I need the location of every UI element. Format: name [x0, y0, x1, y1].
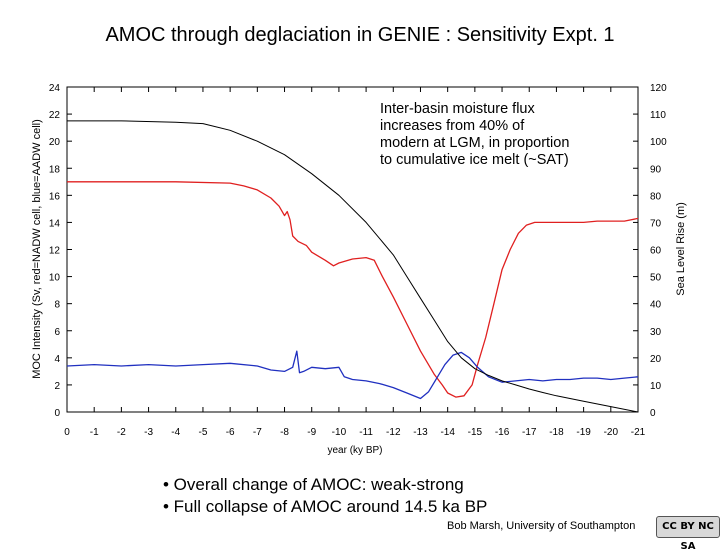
bullet-item: • Overall change of AMOC: weak-strong: [163, 475, 464, 494]
y-tick-label: 2: [54, 381, 60, 392]
y2-tick-label: 20: [650, 354, 662, 365]
amoc-chart: 0 -1 -2 -3 -4 -5 -6 -7 -8 -9 -10 -11 -12 -13 -14 -15 -16…: [31, 83, 687, 456]
bullet-list: • Overall change of AMOC: weak-strong • …: [163, 474, 487, 518]
cc-license-badge: CC BY NC SA: [656, 516, 720, 552]
y-tick-label: 10: [49, 273, 61, 284]
chart-title: AMOC through deglaciation in GENIE : Sen…: [105, 24, 615, 46]
y-tick-label: 24: [49, 83, 61, 94]
x-tick-label: -5: [198, 427, 207, 438]
x-tick-label: -18: [549, 427, 564, 438]
x-tick-label: -20: [604, 427, 619, 438]
annotation-text: Inter-basin moisture flux increases from…: [380, 101, 630, 169]
y-tick-label: 4: [54, 354, 60, 365]
y2-tick-label: 110: [650, 110, 666, 121]
x-tick-label: -17: [522, 427, 537, 438]
x-tick-label: -9: [307, 427, 316, 438]
y-tick-label: 22: [49, 110, 61, 121]
x-tick-label: -7: [253, 427, 262, 438]
x-tick-label: -1: [90, 427, 99, 438]
x-tick-label: -15: [468, 427, 483, 438]
x-tick-label: -2: [117, 427, 126, 438]
y2-tick-label: 10: [650, 381, 662, 392]
x-tick-label: -11: [359, 427, 373, 438]
sea-level-series-line: [67, 120, 639, 413]
y-axis-label: MOC Intensity (Sv, red=NADW cell, blue=A…: [31, 119, 43, 379]
nadw-series-line: [67, 181, 639, 398]
y2-tick-label: 50: [650, 273, 662, 284]
x-tick-label: -12: [386, 427, 401, 438]
annotation-line: Inter-basin moisture flux: [380, 101, 535, 117]
y2-tick-label: 100: [650, 137, 667, 148]
x-tick-label: -16: [495, 427, 510, 438]
y2-axis-label: Sea Level Rise (m): [675, 202, 687, 296]
y-tick-label: 12: [49, 246, 61, 257]
author-credit: Bob Marsh, University of Southampton: [447, 520, 636, 532]
y2-tick-label: 60: [650, 246, 662, 257]
x-axis-label: year (ky BP): [327, 445, 382, 456]
x-tick-label: -4: [171, 427, 180, 438]
y2-tick-label: 120: [650, 83, 667, 94]
y-tick-label: 20: [49, 137, 61, 148]
bullet-item: • Full collapse of AMOC around 14.5 ka B…: [163, 497, 488, 516]
annotation-line: modern at LGM, in proportion: [380, 135, 570, 151]
x-tick-label: -14: [440, 427, 455, 438]
y-tick-label: 14: [49, 218, 61, 229]
x-tick-label: -3: [144, 427, 153, 438]
y2-tick-label: 70: [650, 218, 662, 229]
x-tick-label: -21: [631, 427, 646, 438]
x-tick-label: 0: [64, 427, 70, 438]
annotation-line: increases from 40% of: [380, 118, 525, 134]
y2-tick-label: 80: [650, 191, 662, 202]
x-tick-label: -8: [280, 427, 289, 438]
x-tick-label: -10: [332, 427, 347, 438]
aadw-series-line: [66, 350, 639, 400]
y2-tick-label: 90: [650, 164, 662, 175]
y2-tick-label: 0: [650, 408, 656, 419]
y-tick-label: 18: [49, 164, 61, 175]
x-tick-label: -6: [226, 427, 235, 438]
y-tick-label: 8: [54, 300, 60, 311]
x-tick-label: -13: [413, 427, 428, 438]
annotation-line: to cumulative ice melt (~SAT): [380, 152, 569, 168]
y2-tick-label: 40: [650, 300, 662, 311]
y-tick-label: 6: [54, 327, 60, 338]
y2-tick-label: 30: [650, 327, 662, 338]
y-tick-label: 0: [54, 408, 60, 419]
x-tick-label: -19: [576, 427, 591, 438]
y-tick-label: 16: [49, 191, 61, 202]
